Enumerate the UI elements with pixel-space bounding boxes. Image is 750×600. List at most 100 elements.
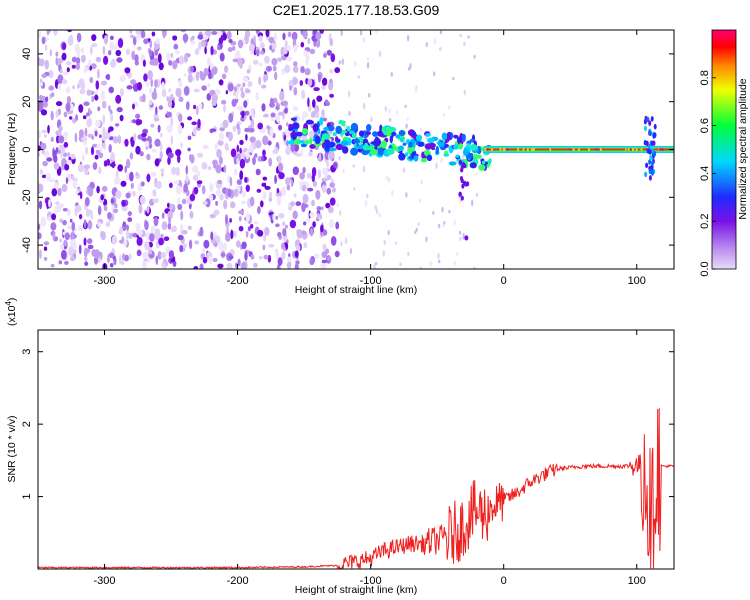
noise-speckle (139, 151, 144, 157)
noise-speckle (192, 127, 197, 136)
noise-speckle (306, 216, 311, 223)
carrier-dot (659, 148, 662, 151)
noise-speckle (227, 47, 233, 52)
noise-speckle (117, 134, 122, 144)
noise-speckle (299, 180, 303, 190)
signal-blob (314, 135, 321, 145)
noise-speckle (87, 238, 93, 245)
noise-speckle (320, 224, 324, 233)
noise-speckle (125, 192, 131, 199)
noise-speckle (266, 65, 272, 72)
noise-speckle (109, 263, 114, 268)
noise-speckle (271, 58, 278, 66)
noise-speckle (66, 67, 70, 73)
noise-speckle (49, 178, 55, 183)
noise-speckle (196, 152, 204, 158)
noise-speckle (183, 54, 189, 63)
noise-speckle (321, 259, 328, 264)
noise-speckle (442, 223, 445, 228)
noise-speckle (265, 30, 270, 38)
noise-speckle (292, 166, 299, 175)
noise-speckle (268, 243, 275, 248)
noise-speckle (89, 110, 92, 115)
noise-speckle (281, 186, 286, 197)
noise-speckle (43, 241, 50, 246)
noise-region-marks (38, 30, 479, 269)
noise-speckle (309, 48, 316, 55)
noise-speckle (366, 57, 370, 61)
noise-speckle (378, 212, 382, 218)
noise-speckle (302, 193, 309, 204)
noise-speckle (247, 226, 251, 232)
noise-speckle (79, 191, 83, 200)
noise-speckle (149, 233, 155, 242)
noise-speckle (94, 154, 99, 160)
noise-speckle (207, 166, 212, 171)
signal-blob (448, 161, 457, 166)
noise-speckle (438, 223, 441, 229)
noise-speckle (275, 223, 280, 228)
signal-blob (453, 135, 459, 139)
noise-speckle (417, 222, 420, 226)
y-tick-label: 3 (21, 349, 33, 355)
noise-speckle (181, 198, 187, 205)
noise-speckle (208, 71, 212, 80)
noise-speckle (238, 210, 245, 215)
noise-speckle (50, 136, 54, 142)
noise-speckle (220, 252, 226, 258)
noise-speckle (262, 176, 268, 181)
noise-speckle (97, 69, 100, 79)
signal-blob (460, 195, 464, 201)
signal-blob (476, 154, 482, 159)
noise-speckle (348, 90, 351, 98)
x-tick-label: 0 (501, 575, 507, 587)
noise-speckle (328, 150, 335, 160)
noise-speckle (146, 153, 151, 161)
noise-speckle (194, 48, 200, 56)
noise-speckle (74, 132, 78, 143)
signal-blob (335, 143, 344, 151)
noise-speckle (178, 96, 184, 103)
noise-speckle (453, 260, 457, 266)
noise-speckle (103, 142, 106, 150)
noise-speckle (175, 149, 182, 157)
noise-speckle (107, 212, 112, 220)
signal-blob (340, 140, 349, 146)
noise-speckle (189, 210, 194, 219)
noise-speckle (329, 69, 334, 74)
noise-speckle (234, 50, 241, 61)
noise-speckle (107, 253, 110, 264)
noise-speckle (373, 263, 376, 269)
noise-speckle (212, 257, 218, 263)
noise-speckle (175, 50, 180, 55)
noise-speckle (112, 136, 119, 144)
noise-speckle (208, 256, 213, 264)
noise-speckle (292, 106, 299, 111)
noise-speckle (189, 239, 193, 250)
noise-speckle (58, 125, 63, 132)
noise-speckle (167, 156, 171, 165)
y-tick-label: 2 (21, 421, 33, 427)
noise-speckle (75, 62, 81, 71)
noise-speckle (463, 89, 466, 96)
burst-blob (652, 133, 656, 139)
signal-blob (428, 142, 436, 149)
signal-blob (398, 152, 406, 161)
noise-speckle (200, 39, 206, 48)
noise-speckle (311, 199, 315, 207)
noise-speckle (101, 185, 108, 192)
noise-speckle (148, 143, 153, 149)
noise-speckle (39, 249, 42, 259)
noise-speckle (313, 253, 320, 259)
signal-blob (408, 141, 413, 148)
noise-speckle (394, 241, 398, 245)
noise-speckle (352, 164, 355, 168)
noise-speckle (291, 31, 298, 41)
noise-speckle (475, 192, 479, 197)
noise-speckle (406, 34, 410, 42)
noise-speckle (327, 130, 333, 135)
noise-speckle (235, 262, 238, 269)
noise-speckle (433, 71, 436, 76)
noise-speckle (277, 231, 282, 238)
signal-blob (447, 132, 452, 141)
